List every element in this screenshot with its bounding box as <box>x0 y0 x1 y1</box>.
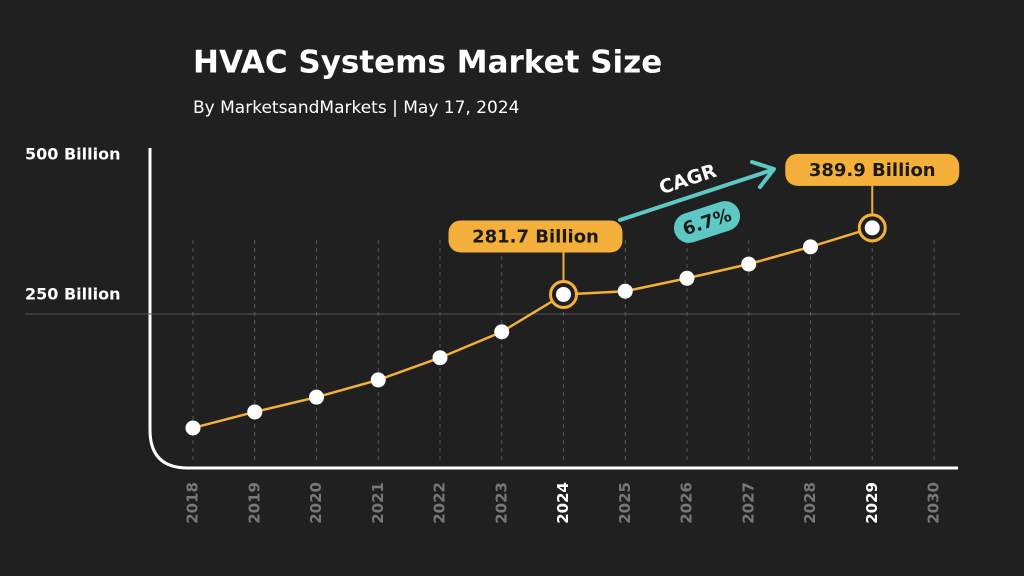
label-box <box>448 220 623 253</box>
x-tick-label: 2027 <box>739 482 757 524</box>
cagr-pill-bg <box>673 201 741 243</box>
x-tick-label: 2029 <box>863 482 881 524</box>
data-point <box>741 256 757 272</box>
x-tick-label: 2023 <box>492 482 510 524</box>
x-tick-label: 2020 <box>307 482 325 524</box>
x-tick-label: 2030 <box>925 482 943 524</box>
cagr-label: CAGR <box>656 160 719 199</box>
x-tick-label: 2019 <box>245 482 263 524</box>
data-point <box>432 350 448 366</box>
data-point <box>679 270 695 286</box>
cagr-pill: 6.7% <box>673 201 741 243</box>
data-point <box>864 220 880 236</box>
cagr-arrow <box>618 160 776 222</box>
x-tick-label: 2025 <box>616 482 634 524</box>
data-point <box>309 389 324 405</box>
x-tick-label: 2028 <box>801 482 819 524</box>
data-point <box>494 324 510 340</box>
x-tick-label: 2024 <box>554 482 572 524</box>
data-point <box>803 239 818 255</box>
data-point <box>617 283 633 299</box>
data-label: 281.7 Billion <box>472 226 599 247</box>
data-label: 389.9 Billion <box>809 160 936 181</box>
x-tick-label: 2018 <box>184 482 202 524</box>
chart-title: HVAC Systems Market Size <box>193 45 662 81</box>
x-tick-label: 2026 <box>678 482 696 524</box>
y-tick-label: 250 Billion <box>25 285 120 304</box>
data-line <box>192 226 873 430</box>
x-tick-label: 2021 <box>369 482 387 524</box>
axis <box>148 148 958 470</box>
data-point <box>185 420 201 436</box>
x-tick-label: 2022 <box>431 482 449 524</box>
data-point <box>556 286 571 302</box>
label-box <box>785 153 960 186</box>
y-tick-label: 500 Billion <box>25 145 120 164</box>
data-point <box>247 404 263 420</box>
data-point <box>370 372 386 388</box>
chart-subtitle: By MarketsandMarkets | May 17, 2024 <box>193 98 520 118</box>
